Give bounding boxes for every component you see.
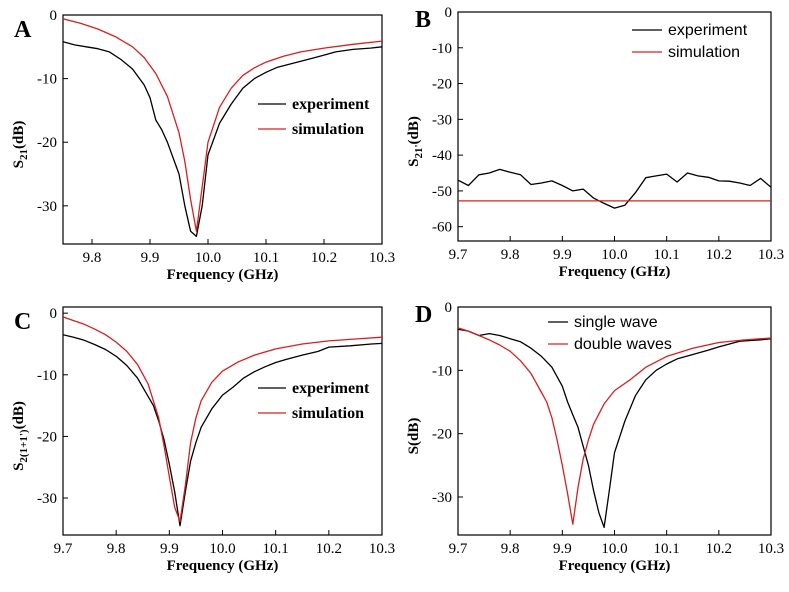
x-tick-label: 10.2 xyxy=(706,541,732,557)
y-tick-label: -10 xyxy=(37,368,57,384)
y-tick-label: -20 xyxy=(37,135,57,151)
legend-label: experiment xyxy=(292,96,370,113)
series-line-experiment xyxy=(63,41,382,238)
x-tick-label: 9.7 xyxy=(449,541,468,557)
y-axis-label-unit: (dB) xyxy=(406,418,422,446)
y-axis-label-base: S xyxy=(406,159,422,167)
y-tick-label: -40 xyxy=(432,148,452,164)
y-axis-label-unit: (dB) xyxy=(11,121,27,149)
x-tick-label: 10.0 xyxy=(601,541,627,557)
y-tick-label: -50 xyxy=(432,184,452,200)
series-line-simulation xyxy=(63,316,382,523)
x-tick-label: 9.7 xyxy=(54,541,73,557)
legend-label: double waves xyxy=(574,336,672,353)
y-tick-label: 0 xyxy=(445,300,453,316)
legend: single wave double waves xyxy=(548,314,672,353)
x-tick-label: 10.0 xyxy=(601,247,627,263)
chart-panel-b: 9.7 9.8 9.9 10.0 10.1 10.2 10.3 0 -10 -20 -30 -40 -5… xyxy=(406,5,784,280)
y-tick-label: -20 xyxy=(432,427,452,443)
x-tick-label: 9.9 xyxy=(160,541,179,557)
legend: experiment simulation xyxy=(258,380,370,422)
x-tick-label: 9.8 xyxy=(83,250,102,266)
chart-panel-d: 9.7 9.8 9.9 10.0 10.1 10.2 10.3 0 -10 -20 -30 Frequ… xyxy=(406,300,784,574)
legend: experiment simulation xyxy=(258,96,370,138)
panel-letter: B xyxy=(415,7,431,33)
y-axis-label-base: S xyxy=(11,463,27,471)
x-tick-label: 10.2 xyxy=(316,541,342,557)
y-tick-label: -20 xyxy=(432,77,452,93)
x-tick-label: 10.1 xyxy=(263,541,289,557)
y-tick-label: 0 xyxy=(50,306,58,322)
x-axis-label: Frequency (GHz) xyxy=(167,558,279,574)
x-tick-label: 9.9 xyxy=(553,247,572,263)
y-tick-label: -10 xyxy=(432,363,452,379)
y-axis-label-sub: 21 xyxy=(18,149,30,160)
y-tick-label: -20 xyxy=(37,429,57,445)
x-axis-label: Frequency (GHz) xyxy=(559,558,671,574)
y-axis-label: S(dB) xyxy=(406,418,422,455)
y-tick-label: -30 xyxy=(432,112,452,128)
chart-panel-c: 9.7 9.8 9.9 10.0 10.1 10.2 10.3 0 -10 -20 -30 Frequ… xyxy=(11,306,395,574)
panel-letter: D xyxy=(415,302,432,328)
legend-label: simulation xyxy=(292,405,364,422)
y-axis-label: S21(dB) xyxy=(11,121,30,169)
x-axis-label: Frequency (GHz) xyxy=(559,264,671,280)
y-tick-label: -30 xyxy=(37,491,57,507)
x-tick-label: 9.9 xyxy=(141,250,160,266)
y-tick-label: 0 xyxy=(50,8,58,24)
series-line-single-wave xyxy=(458,328,771,529)
y-axis-label-sub: 21' xyxy=(413,144,425,158)
legend-label: single wave xyxy=(574,314,658,331)
y-axis-label-unit: (dB) xyxy=(406,116,422,144)
series-line-simulation xyxy=(63,18,382,232)
x-tick-label: 10.1 xyxy=(253,250,279,266)
x-tick-label: 10.0 xyxy=(195,250,221,266)
legend: experiment simulation xyxy=(632,22,748,61)
x-tick-label: 10.3 xyxy=(369,541,395,557)
x-tick-label: 9.8 xyxy=(501,247,520,263)
series-line-double-waves xyxy=(458,327,771,525)
series-line-experiment xyxy=(63,334,382,527)
y-tick-label: -30 xyxy=(432,490,452,506)
x-tick-label: 10.1 xyxy=(654,541,680,557)
legend-label: experiment xyxy=(292,380,370,397)
chart-panel-a: 9.8 9.9 10.0 10.1 10.2 10.3 0 -10 -20 -30 Frequenc… xyxy=(11,8,395,283)
y-axis-label: S21'(dB) xyxy=(406,116,425,167)
y-axis-label-unit: (dB) xyxy=(11,401,27,429)
legend-label: simulation xyxy=(668,44,740,61)
x-tick-label: 10.3 xyxy=(758,541,784,557)
series-line-experiment xyxy=(458,168,771,209)
legend-label: experiment xyxy=(668,22,748,39)
x-tick-label: 9.9 xyxy=(553,541,572,557)
x-tick-label: 9.7 xyxy=(449,247,468,263)
y-axis-label: S2(1+1')(dB) xyxy=(11,401,30,471)
x-tick-label: 10.3 xyxy=(758,247,784,263)
x-axis-label: Frequency (GHz) xyxy=(167,267,279,283)
x-tick-label: 10.3 xyxy=(369,250,395,266)
axis-frame xyxy=(62,14,383,245)
x-tick-label: 10.0 xyxy=(209,541,235,557)
y-axis-label-base: S xyxy=(11,160,27,168)
y-tick-label: 0 xyxy=(445,5,453,21)
legend-label: simulation xyxy=(292,121,364,138)
x-tick-label: 9.8 xyxy=(501,541,520,557)
x-tick-label: 9.8 xyxy=(107,541,126,557)
y-axis-label-sub: 2(1+1') xyxy=(18,429,30,462)
y-tick-label: -60 xyxy=(432,220,452,236)
panel-letter: A xyxy=(14,17,32,43)
x-tick-label: 10.1 xyxy=(654,247,680,263)
y-axis-label-base: S xyxy=(406,446,422,454)
x-tick-label: 10.2 xyxy=(311,250,337,266)
x-tick-label: 10.2 xyxy=(706,247,732,263)
y-tick-label: -30 xyxy=(37,199,57,215)
y-tick-label: -10 xyxy=(432,41,452,57)
y-tick-label: -10 xyxy=(37,72,57,88)
panel-letter: C xyxy=(14,309,31,335)
